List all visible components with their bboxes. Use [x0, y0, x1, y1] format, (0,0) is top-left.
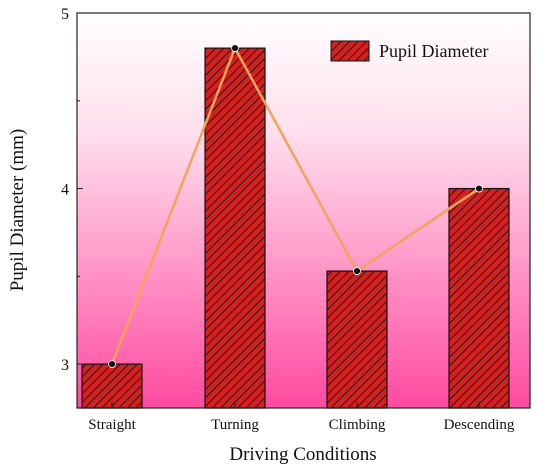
y-tick-label: 5	[61, 6, 69, 23]
x-axis-label: Driving Conditions	[229, 444, 376, 465]
plot-frame	[76, 12, 531, 409]
bar-descending	[448, 187, 510, 409]
bar-turning	[204, 47, 266, 409]
data-point-climbing	[353, 267, 361, 275]
legend-label: Pupil Diameter	[379, 41, 488, 61]
x-tick-label: Climbing	[329, 417, 386, 433]
legend-swatch	[330, 40, 370, 62]
legend: Pupil Diameter	[330, 40, 488, 62]
x-tick-label: Descending	[444, 417, 515, 433]
series-line	[110, 45, 480, 365]
data-point-straight	[108, 360, 116, 369]
y-tick-label: 4	[61, 182, 69, 199]
y-axis-label: Pupil Diameter (mm)	[7, 129, 28, 292]
data-point-turning	[231, 44, 239, 53]
bar-straight	[81, 363, 143, 409]
x-tick-label: Turning	[211, 417, 259, 433]
bar-climbing	[326, 270, 388, 409]
y-tick-label: 3	[61, 357, 69, 374]
x-tick-label: Straight	[88, 417, 136, 433]
data-point-descending	[475, 184, 483, 193]
